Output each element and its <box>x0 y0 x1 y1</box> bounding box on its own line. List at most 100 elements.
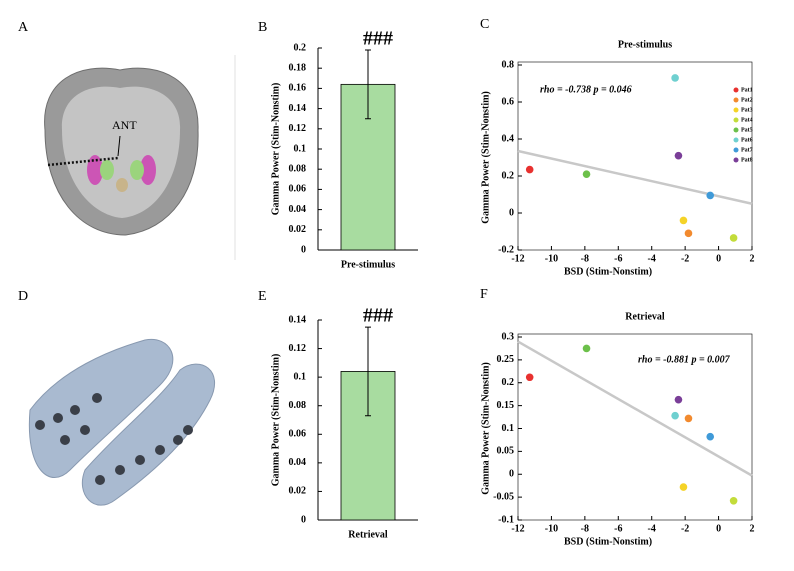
point <box>679 216 688 225</box>
y-tick-label: 0.2 <box>502 170 515 181</box>
x-tick-label: 2 <box>750 523 755 534</box>
legend-label: Pat7 <box>741 147 753 153</box>
legend-marker <box>733 117 739 123</box>
legend-marker <box>733 137 739 143</box>
x-tick-label: -10 <box>545 523 558 534</box>
panel-label: A <box>18 20 29 35</box>
point <box>679 483 688 491</box>
region-label: ANT <box>112 118 137 132</box>
y-tick-label: 0.1 <box>294 371 307 382</box>
legend-marker <box>733 107 739 113</box>
y-tick-label: 0.1 <box>502 423 515 434</box>
y-tick-label: 0.12 <box>289 123 307 134</box>
legend-marker <box>733 97 739 103</box>
y-tick-label: 0.16 <box>289 83 307 94</box>
error-bar <box>365 49 371 120</box>
panel-label: C <box>480 17 489 32</box>
x-tick-label: 0 <box>716 253 721 264</box>
y-tick-label: 0.05 <box>497 446 515 457</box>
point <box>706 191 715 200</box>
y-tick-label: 0.3 <box>502 331 515 342</box>
y-tick-label: -0.2 <box>498 244 514 255</box>
electrode-image <box>28 338 216 506</box>
x-tick-label: -6 <box>614 253 622 264</box>
plot-frame <box>517 333 753 521</box>
y-tick-label: 0.08 <box>289 163 307 174</box>
legend-label: Pat6 <box>741 137 753 143</box>
y-tick-label: 0.06 <box>289 429 307 440</box>
point <box>582 170 591 178</box>
chart-title: Pre-stimulus <box>618 39 672 50</box>
trend-line <box>517 340 753 477</box>
legend-marker <box>733 127 739 133</box>
panel-label: F <box>480 287 488 302</box>
legend-marker <box>733 87 739 93</box>
y-tick-label: 0.8 <box>502 59 515 70</box>
y-tick-label: 0.06 <box>289 184 307 195</box>
x-tick-label: -4 <box>648 523 656 534</box>
x-tick-label: -12 <box>511 253 524 264</box>
y-tick-label: 0.08 <box>289 400 307 411</box>
y-tick-label: 0 <box>301 244 306 255</box>
x-tick-label: -8 <box>581 253 589 264</box>
x-tick-label: Pre-stimulus <box>341 259 395 270</box>
x-tick-label: 0 <box>716 523 721 534</box>
point <box>674 395 683 404</box>
chart-title: Retrieval <box>625 311 665 322</box>
y-axis-label: Gamma Power (Stim-Nonstim) <box>270 83 281 216</box>
legend-label: Pat5 <box>741 127 753 133</box>
x-tick-label: -2 <box>681 253 689 264</box>
x-axis-label: BSD (Stim-Nonstim) <box>564 266 652 277</box>
x-tick-label: -4 <box>648 253 656 264</box>
y-tick-label: 0.25 <box>497 354 515 365</box>
y-tick-label: 0.1 <box>294 143 307 154</box>
y-tick-label: 0.14 <box>289 314 307 325</box>
point <box>684 229 693 238</box>
y-tick-label: 0 <box>301 514 306 525</box>
y-tick-label: 0 <box>509 469 514 480</box>
x-tick-label: -8 <box>581 523 589 534</box>
point <box>671 411 679 420</box>
y-tick-label: 0.12 <box>289 343 307 354</box>
legend-marker <box>733 157 739 163</box>
point <box>729 234 738 242</box>
legend-label: Pat1 <box>741 87 753 93</box>
legend-label: Pat2 <box>741 97 753 103</box>
point <box>706 432 715 441</box>
panel-label: E <box>258 289 267 304</box>
y-tick-label: 0.2 <box>294 42 307 53</box>
y-axis-label: Gamma Power (Stim-Nonstim) <box>480 91 491 224</box>
y-tick-label: 0 <box>509 207 514 218</box>
panel-label: B <box>258 20 267 35</box>
brain-image <box>44 67 199 236</box>
x-tick-label: -10 <box>545 253 558 264</box>
point <box>671 74 679 82</box>
y-tick-label: 0.4 <box>502 133 515 144</box>
legend-label: Pat8 <box>741 157 753 163</box>
panel-label: D <box>18 289 28 304</box>
trend-line <box>517 149 753 205</box>
y-tick-label: 0.18 <box>289 62 307 73</box>
legend-label: Pat4 <box>741 117 753 123</box>
x-tick-label: 2 <box>750 253 755 264</box>
y-tick-label: 0.2 <box>502 377 515 388</box>
y-tick-label: 0.02 <box>289 224 307 235</box>
significance: ### <box>363 305 393 327</box>
legend-label: Pat3 <box>741 107 753 113</box>
legend-marker <box>733 147 739 153</box>
significance: ### <box>363 28 393 50</box>
annotation: rho = -0.738 p = 0.046 <box>540 84 632 95</box>
point <box>729 496 738 505</box>
annotation: rho = -0.881 p = 0.007 <box>638 354 731 365</box>
y-tick-label: -0.05 <box>493 491 514 502</box>
y-tick-label: 0.6 <box>502 96 515 107</box>
y-tick-label: 0.02 <box>289 486 307 497</box>
y-tick-label: 0.15 <box>497 400 515 411</box>
x-tick-label: -12 <box>511 523 524 534</box>
y-tick-label: 0.04 <box>289 457 307 468</box>
point <box>525 373 534 382</box>
x-axis-label: BSD (Stim-Nonstim) <box>564 536 652 547</box>
error-bar <box>365 326 371 417</box>
point <box>525 165 534 174</box>
